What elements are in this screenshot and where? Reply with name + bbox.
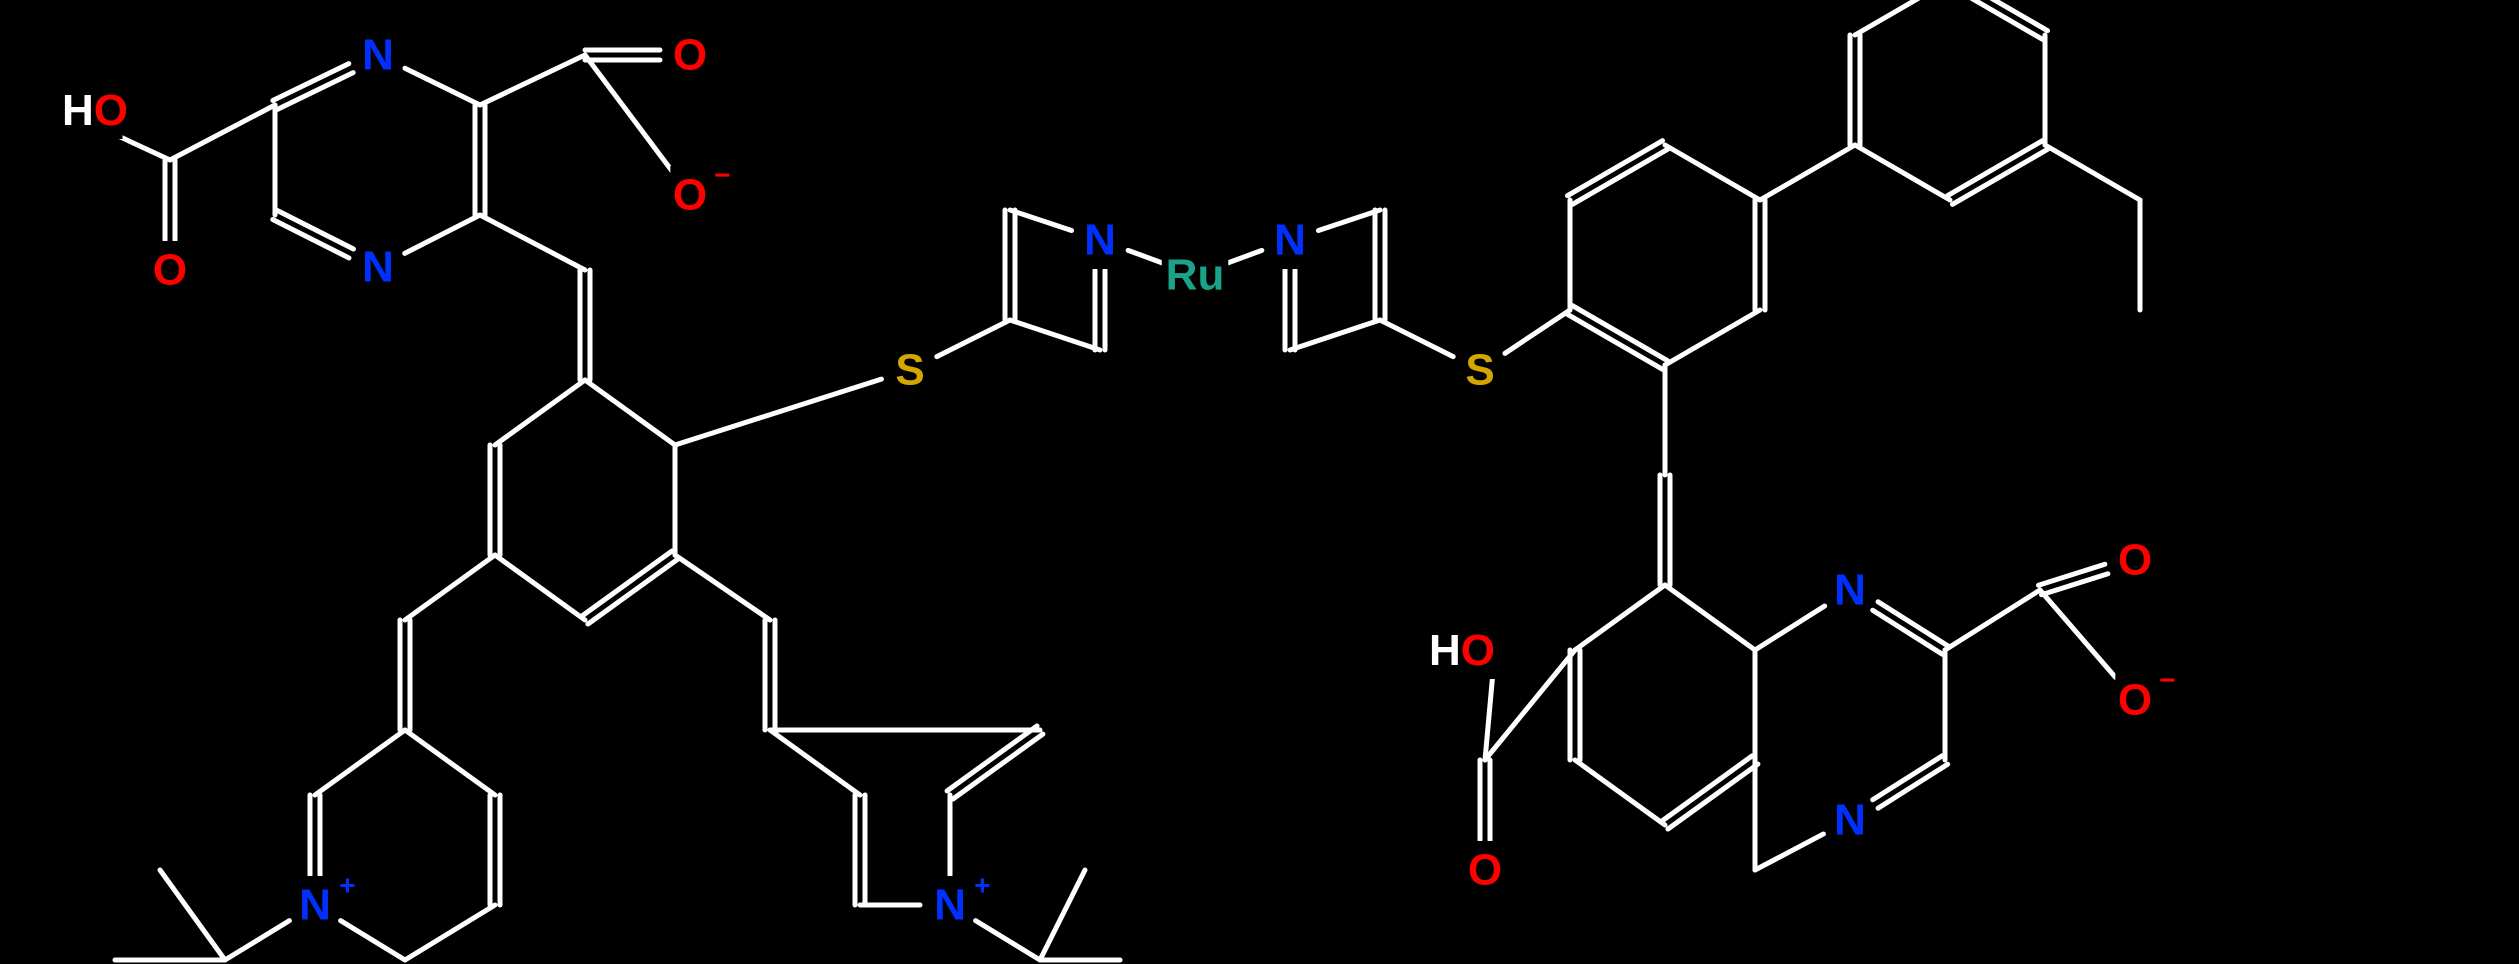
N-label: N: [1834, 796, 1866, 845]
N-label: N: [934, 881, 966, 930]
N-label: N: [1274, 216, 1306, 265]
O-label: HO: [1429, 626, 1495, 675]
O-label: HO: [62, 86, 128, 135]
S-label: S: [1465, 346, 1494, 395]
N-label: N: [362, 243, 394, 292]
O-label: O: [1468, 846, 1502, 895]
O-label: O: [673, 171, 707, 220]
O-label: O: [153, 246, 187, 295]
charge-label: +: [339, 870, 355, 901]
charge-label: −: [2159, 665, 2175, 696]
O-label: O: [673, 31, 707, 80]
N-label: N: [1834, 566, 1866, 615]
charge-label: −: [714, 160, 730, 191]
N-label: N: [362, 31, 394, 80]
molecule-diagram: HOONNOO−N+N+SNRuNSHOONNOO−: [0, 0, 2519, 964]
N-label: N: [299, 881, 331, 930]
N-label: N: [1084, 216, 1116, 265]
Ru-label: Ru: [1166, 251, 1225, 300]
S-label: S: [895, 346, 924, 395]
O-label: O: [2118, 676, 2152, 725]
charge-label: +: [974, 870, 990, 901]
O-label: O: [2118, 536, 2152, 585]
